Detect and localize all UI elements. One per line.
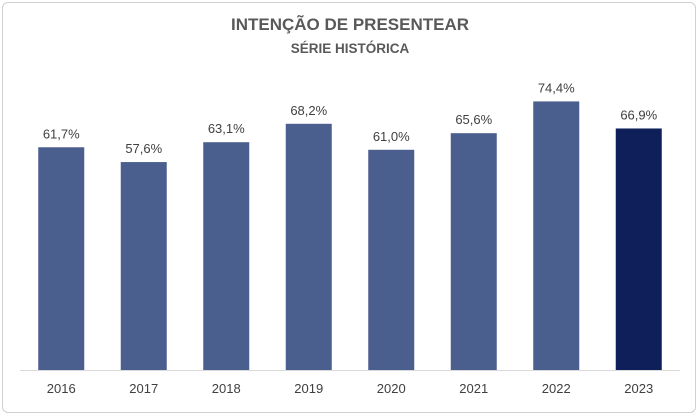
labels-layer: 61,7% 2016 57,6% 2017 63,1% 2018 68,2% 2019 61,0… <box>43 80 658 396</box>
bars-layer <box>38 101 662 370</box>
x-tick-label-2021: 2021 <box>459 381 488 396</box>
chart-title: INTENÇÃO DE PRESENTEAR <box>230 15 470 34</box>
bar-2019 <box>285 123 332 370</box>
bar-2016 <box>38 147 85 370</box>
x-tick-label-2018: 2018 <box>212 381 241 396</box>
data-label-2019: 68,2% <box>290 103 327 118</box>
x-tick-label-2017: 2017 <box>129 381 158 396</box>
data-label-2023: 66,9% <box>620 107 657 122</box>
bar-2022 <box>533 101 580 370</box>
data-label-2017: 57,6% <box>125 141 162 156</box>
chart-frame <box>2 2 696 413</box>
data-label-2022: 74,4% <box>538 80 575 95</box>
bar-2021 <box>450 133 497 370</box>
data-label-2018: 63,1% <box>208 121 245 136</box>
x-tick-label-2022: 2022 <box>542 381 571 396</box>
bar-2023 <box>615 128 662 370</box>
x-tick-label-2016: 2016 <box>47 381 76 396</box>
bar-2018 <box>203 142 250 370</box>
data-label-2016: 61,7% <box>43 126 80 141</box>
data-label-2021: 65,6% <box>455 112 492 127</box>
bar-2020 <box>368 149 415 370</box>
chart-subtitle: SÉRIE HISTÓRICA <box>290 41 410 56</box>
x-tick-label-2020: 2020 <box>377 381 406 396</box>
bar-2017 <box>120 162 167 370</box>
x-tick-label-2019: 2019 <box>294 381 323 396</box>
x-tick-label-2023: 2023 <box>624 381 653 396</box>
data-label-2020: 61,0% <box>373 129 410 144</box>
